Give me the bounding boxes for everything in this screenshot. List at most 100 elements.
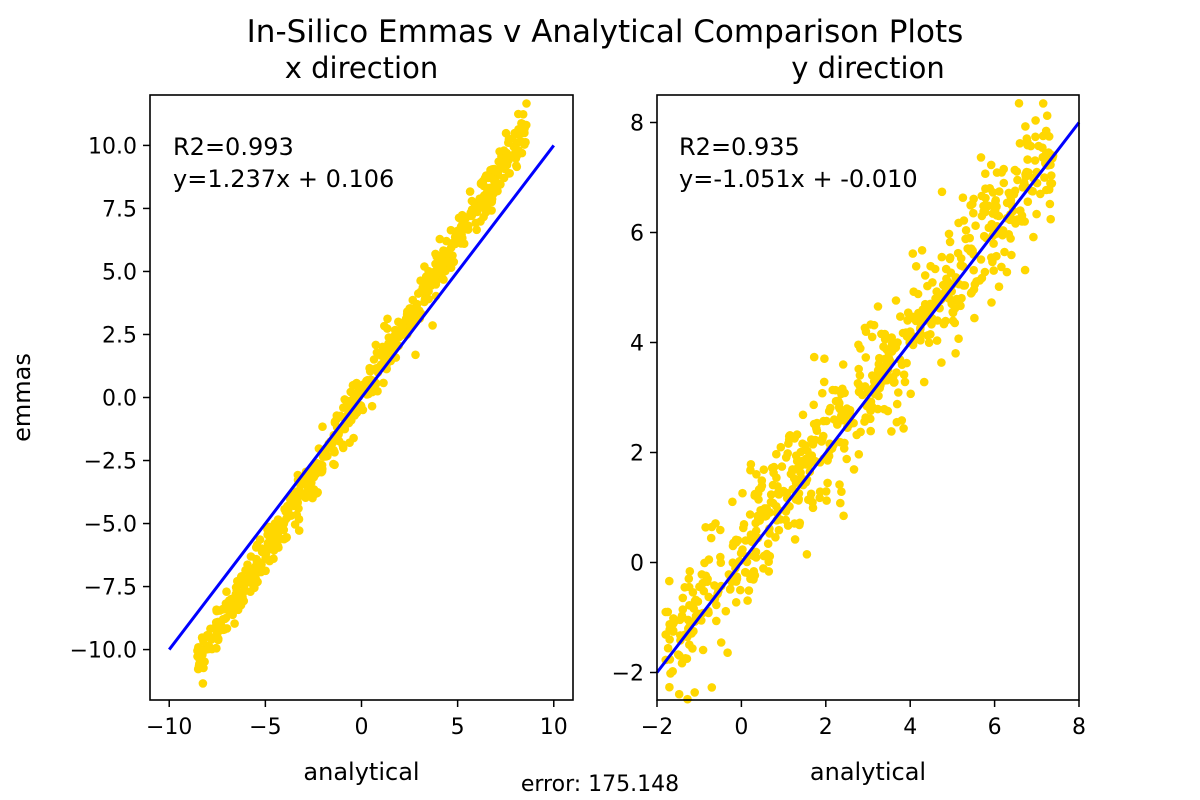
scatter-point	[874, 391, 883, 401]
scatter-point	[282, 507, 292, 517]
scatter-point	[487, 197, 497, 207]
scatter-point	[981, 184, 990, 193]
scatter-point	[725, 585, 735, 594]
scatter-point	[759, 564, 768, 573]
scatter-point	[927, 320, 936, 329]
scatter-point	[740, 567, 750, 577]
scatter-point	[195, 659, 204, 669]
scatter-point	[199, 637, 208, 646]
y-tick-label: 5.0	[102, 260, 137, 285]
scatter-point	[971, 221, 980, 230]
figure-footer: error: 175.148	[521, 772, 679, 797]
x-tick-label: 0	[734, 715, 748, 740]
scatter-point	[766, 490, 776, 499]
scatter-point	[269, 554, 278, 563]
x-tick-label: 6	[988, 715, 1002, 740]
scatter-point	[706, 533, 716, 543]
scatter-point	[798, 410, 808, 420]
scatter-point	[849, 465, 859, 474]
scatter-point	[501, 128, 511, 138]
scatter-point	[1031, 116, 1040, 125]
scatter-point	[999, 178, 1009, 188]
scatter-point	[217, 621, 226, 631]
scatter-point	[668, 627, 678, 636]
scatter-point	[966, 201, 975, 210]
scatter-point	[484, 186, 493, 196]
panel-title: y direction	[791, 51, 944, 85]
scatter-point	[198, 679, 208, 688]
scatter-point	[476, 217, 485, 226]
scatter-point	[753, 488, 763, 498]
scatter-point	[987, 253, 996, 262]
scatter-point	[956, 254, 966, 263]
scatter-point	[390, 325, 400, 335]
scatter-point	[293, 497, 302, 507]
x-tick-label: 5	[451, 715, 465, 740]
scatter-point	[502, 160, 512, 170]
scatter-point	[494, 157, 504, 166]
scatter-point	[731, 577, 741, 586]
scatter-point	[989, 239, 998, 248]
scatter-point	[331, 434, 341, 444]
scatter-point	[698, 645, 708, 655]
scatter-point	[712, 600, 721, 610]
scatter-point	[782, 488, 792, 498]
scatter-point	[461, 221, 471, 231]
scatter-point	[746, 530, 756, 539]
scatter-point	[431, 249, 440, 259]
scatter-point	[259, 566, 269, 576]
scatter-point	[807, 451, 817, 460]
x-axis-label: analytical	[303, 758, 419, 786]
scatter-point	[773, 489, 782, 498]
x-tick-label: −10	[146, 715, 192, 740]
scatter-point	[213, 635, 223, 645]
scatter-point	[867, 402, 877, 412]
scatter-point	[997, 262, 1006, 272]
scatter-point	[822, 496, 831, 505]
scatter-point	[1046, 214, 1055, 224]
scatter-point	[1047, 171, 1056, 180]
scatter-point	[765, 508, 775, 517]
scatter-point	[902, 358, 911, 368]
scatter-point	[204, 644, 213, 654]
scatter-point	[792, 430, 802, 439]
scatter-point	[852, 430, 861, 440]
scatter-point	[772, 502, 781, 511]
scatter-point	[836, 498, 845, 508]
scatter-point	[318, 464, 327, 474]
scatter-point	[981, 169, 990, 178]
y-axis-label: emmas	[8, 353, 36, 442]
x-direction-panel: −10 −5 0 5 10 −10.0 −7.5 −5.0 −2.5 0.0 2.5 5.0 7.5 10…	[8, 51, 574, 786]
scatter-point	[1044, 185, 1054, 194]
scatter-point	[883, 406, 893, 416]
scatter-point	[1008, 215, 1018, 225]
scatter-point	[1023, 197, 1033, 206]
scatter-point	[744, 586, 754, 595]
scatter-point	[808, 440, 818, 449]
scatter-point	[961, 226, 971, 235]
scatter-point	[419, 279, 429, 289]
r2-annotation: R2=0.935	[679, 133, 800, 161]
scatter-point	[704, 608, 713, 618]
scatter-point	[1020, 265, 1030, 275]
scatter-point	[823, 478, 832, 488]
scatter-point	[677, 611, 687, 621]
scatter-point	[512, 162, 522, 172]
scatter-point	[897, 416, 907, 425]
scatter-point	[785, 431, 795, 440]
scatter-point	[738, 488, 747, 498]
scatter-point	[701, 523, 710, 532]
scatter-point	[891, 296, 901, 305]
scatter-point	[522, 99, 531, 108]
scatter-point	[670, 617, 679, 626]
scatter-point	[1007, 250, 1016, 260]
figure-suptitle: In-Silico Emmas v Analytical Comparison …	[247, 14, 964, 50]
scatter-point	[763, 539, 773, 548]
scatter-point	[772, 449, 781, 459]
scatter-point	[833, 420, 842, 429]
scatter-point	[272, 524, 281, 534]
scatter-point	[343, 399, 352, 409]
scatter-point	[909, 287, 918, 297]
scatter-point	[743, 596, 752, 605]
scatter-point	[1040, 173, 1049, 182]
